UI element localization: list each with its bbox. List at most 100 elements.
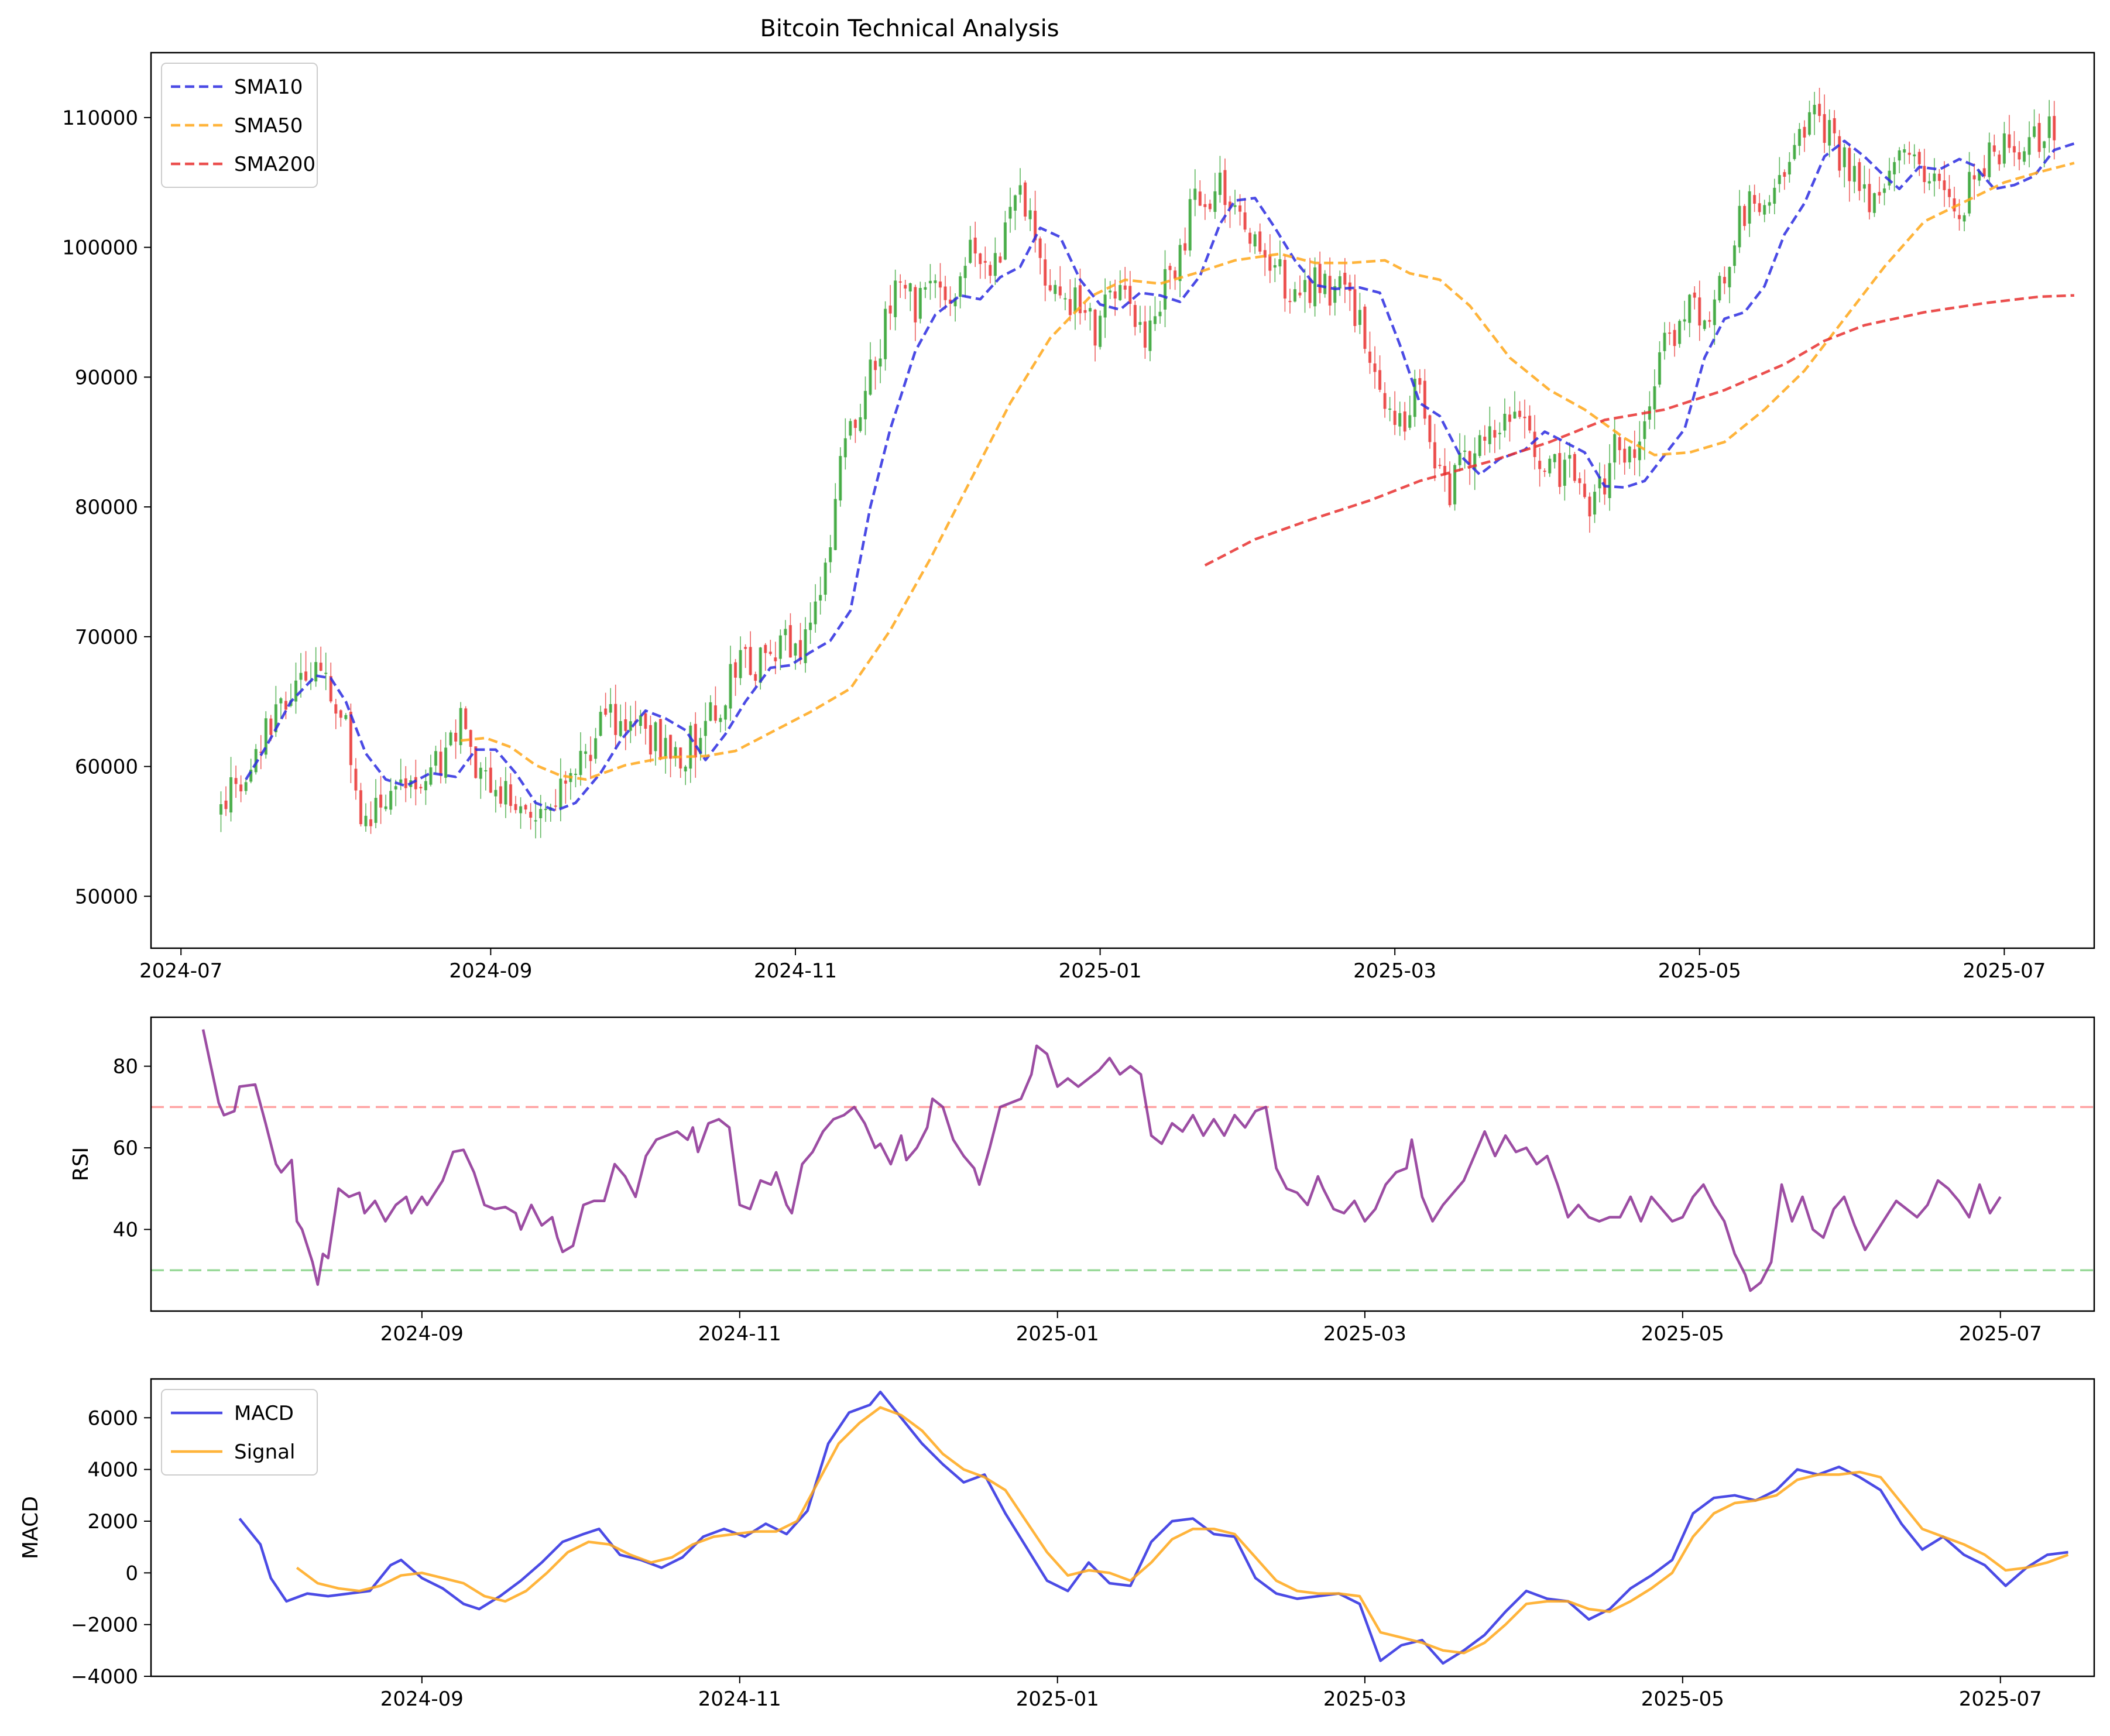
candle-body bbox=[1353, 289, 1357, 326]
candle-body bbox=[1688, 294, 1692, 323]
candle-body bbox=[1423, 380, 1426, 419]
candle-body bbox=[434, 751, 438, 766]
candle-body bbox=[319, 663, 322, 671]
candle-body bbox=[1693, 292, 1696, 298]
candle-body bbox=[399, 779, 403, 783]
rsi-axes-frame bbox=[150, 1016, 2095, 1312]
candle-body bbox=[1907, 152, 1911, 155]
candle-body bbox=[459, 708, 462, 746]
candle-body bbox=[1338, 276, 1342, 289]
candle-body bbox=[1813, 105, 1816, 115]
candle-body bbox=[1343, 273, 1347, 285]
candle-body bbox=[1063, 298, 1067, 300]
candle-body bbox=[1608, 463, 1611, 498]
candle-body bbox=[1174, 270, 1177, 279]
x-tick-label: 2025-07 bbox=[1959, 1687, 2042, 1711]
candle-body bbox=[804, 629, 807, 663]
candle-body bbox=[429, 767, 433, 785]
candle-body bbox=[1558, 452, 1562, 487]
candle-body bbox=[574, 773, 578, 776]
candle-body bbox=[1823, 114, 1826, 143]
candle-body bbox=[1732, 245, 1737, 266]
candle-body bbox=[1817, 104, 1821, 116]
candle-body bbox=[1528, 416, 1532, 431]
y-tick-label: 80 bbox=[113, 1055, 138, 1079]
candle-body bbox=[1758, 203, 1761, 212]
candle-body bbox=[1882, 188, 1886, 193]
candle-body bbox=[1048, 285, 1052, 291]
candle-body bbox=[993, 253, 997, 276]
candle-body bbox=[284, 701, 288, 710]
candle-body bbox=[689, 725, 692, 769]
candle-body bbox=[1478, 435, 1481, 457]
candle-body bbox=[364, 815, 368, 826]
candle-body bbox=[754, 674, 757, 681]
candle-body bbox=[1373, 363, 1377, 372]
candle-body bbox=[2022, 151, 2026, 162]
candle-body bbox=[1543, 471, 1546, 472]
candle-body bbox=[504, 781, 507, 805]
candle-body bbox=[729, 664, 732, 709]
candle-body bbox=[1992, 145, 1996, 152]
candle-body bbox=[614, 704, 617, 735]
candle-body bbox=[1828, 120, 1831, 146]
candle-body bbox=[1723, 277, 1727, 284]
candle-body bbox=[294, 680, 298, 702]
candle-body bbox=[1003, 222, 1007, 260]
candle-body bbox=[934, 280, 937, 283]
candle-body bbox=[1778, 175, 1781, 184]
candle-body bbox=[1073, 287, 1077, 312]
candle-body bbox=[839, 456, 842, 501]
candle-body bbox=[559, 778, 562, 808]
candle-body bbox=[1383, 393, 1387, 409]
candle-body bbox=[419, 787, 423, 788]
candle-body bbox=[1773, 187, 1776, 204]
candle-body bbox=[1023, 182, 1027, 217]
candle-body bbox=[1119, 285, 1122, 300]
candle-body bbox=[359, 790, 363, 825]
candle-body bbox=[1109, 290, 1112, 293]
candle-body bbox=[768, 651, 772, 654]
candle-body bbox=[719, 718, 722, 722]
candle-body bbox=[1348, 282, 1351, 291]
candle-body bbox=[604, 708, 608, 715]
candle-body bbox=[979, 253, 982, 265]
candle-body bbox=[1358, 310, 1361, 325]
candle-body bbox=[554, 805, 557, 807]
candle-body bbox=[264, 718, 267, 755]
candle-body bbox=[794, 643, 797, 656]
x-tick-label: 2024-07 bbox=[139, 959, 222, 983]
candle-body bbox=[1783, 172, 1786, 177]
candle-body bbox=[1763, 205, 1766, 215]
candle-body bbox=[544, 808, 547, 810]
candle-body bbox=[1243, 212, 1247, 230]
candle-body bbox=[539, 809, 543, 818]
candle-body bbox=[1303, 280, 1307, 292]
candle-body bbox=[374, 798, 378, 823]
candle-body bbox=[1323, 273, 1327, 294]
candle-body bbox=[1468, 451, 1471, 466]
candle-body bbox=[879, 358, 882, 367]
candle-body bbox=[464, 708, 468, 729]
candle-body bbox=[534, 820, 537, 822]
candle-body bbox=[1493, 430, 1497, 438]
candle-body bbox=[1038, 238, 1042, 258]
candle-body bbox=[869, 359, 872, 395]
candle-body bbox=[808, 622, 812, 630]
candle-body bbox=[1203, 204, 1207, 207]
candle-body bbox=[853, 420, 857, 428]
candle-body bbox=[1943, 180, 1946, 190]
candle-body bbox=[873, 361, 877, 370]
candle-body bbox=[798, 640, 802, 660]
candle-body bbox=[1953, 198, 1956, 212]
candle-body bbox=[1143, 321, 1147, 348]
candle-body bbox=[449, 732, 452, 746]
candle-body bbox=[329, 676, 332, 702]
candle-body bbox=[2043, 141, 2046, 148]
candle-body bbox=[324, 673, 328, 674]
legend-label-signal: Signal bbox=[234, 1440, 295, 1464]
candle-body bbox=[239, 784, 243, 792]
candle-body bbox=[1453, 465, 1457, 505]
candle-body bbox=[819, 595, 822, 601]
candle-body bbox=[1133, 305, 1137, 327]
